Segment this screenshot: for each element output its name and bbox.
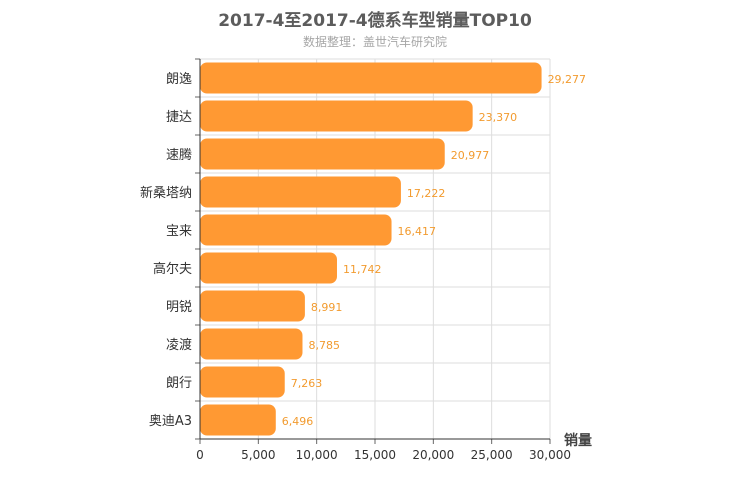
data-label: 8,785 [308,339,340,352]
bar [200,328,303,360]
x-tick-label: 30,000 [529,448,571,462]
data-label: 16,417 [398,225,437,238]
bar [200,62,542,94]
x-axis-title: 销量 [564,432,592,449]
category-label: 朗行 [166,376,192,391]
category-label: 速腾 [166,147,192,163]
category-label: 凌渡 [166,337,192,353]
data-label: 29,277 [548,73,587,86]
data-label: 6,496 [282,415,314,428]
data-label: 8,991 [311,301,343,314]
bar [200,100,473,132]
x-tick-label: 0 [196,448,204,462]
category-label: 明锐 [166,300,192,315]
x-tick-label: 15,000 [354,448,396,462]
bar [200,290,305,322]
category-label: 宝来 [166,224,192,239]
data-label: 23,370 [479,111,518,124]
x-tick-label: 25,000 [471,448,513,462]
chart-title: 2017-4至2017-4德系车型销量TOP10 [218,11,532,31]
category-label: 朗逸 [166,72,192,87]
bar [200,252,337,284]
category-label: 新桑塔纳 [140,185,192,201]
bar [200,366,285,398]
chart-subtitle: 数据整理：盖世汽车研究院 [302,35,447,49]
data-label: 7,263 [291,377,323,390]
bar [200,138,445,170]
category-label: 捷达 [166,110,192,125]
data-label: 20,977 [451,149,490,162]
category-label: 奥迪A3 [149,414,192,429]
x-tick-label: 5,000 [241,448,275,462]
data-label: 17,222 [407,187,446,200]
bar [200,214,392,246]
data-label: 11,742 [343,263,382,276]
x-tick-label: 10,000 [296,448,338,462]
bar [200,404,276,436]
bar [200,176,401,208]
category-label: 高尔夫 [153,261,192,277]
x-tick-label: 20,000 [412,448,454,462]
